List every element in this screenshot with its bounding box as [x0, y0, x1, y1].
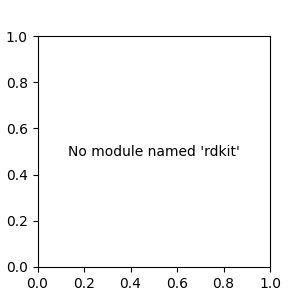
Text: No module named 'rdkit': No module named 'rdkit': [68, 145, 240, 158]
